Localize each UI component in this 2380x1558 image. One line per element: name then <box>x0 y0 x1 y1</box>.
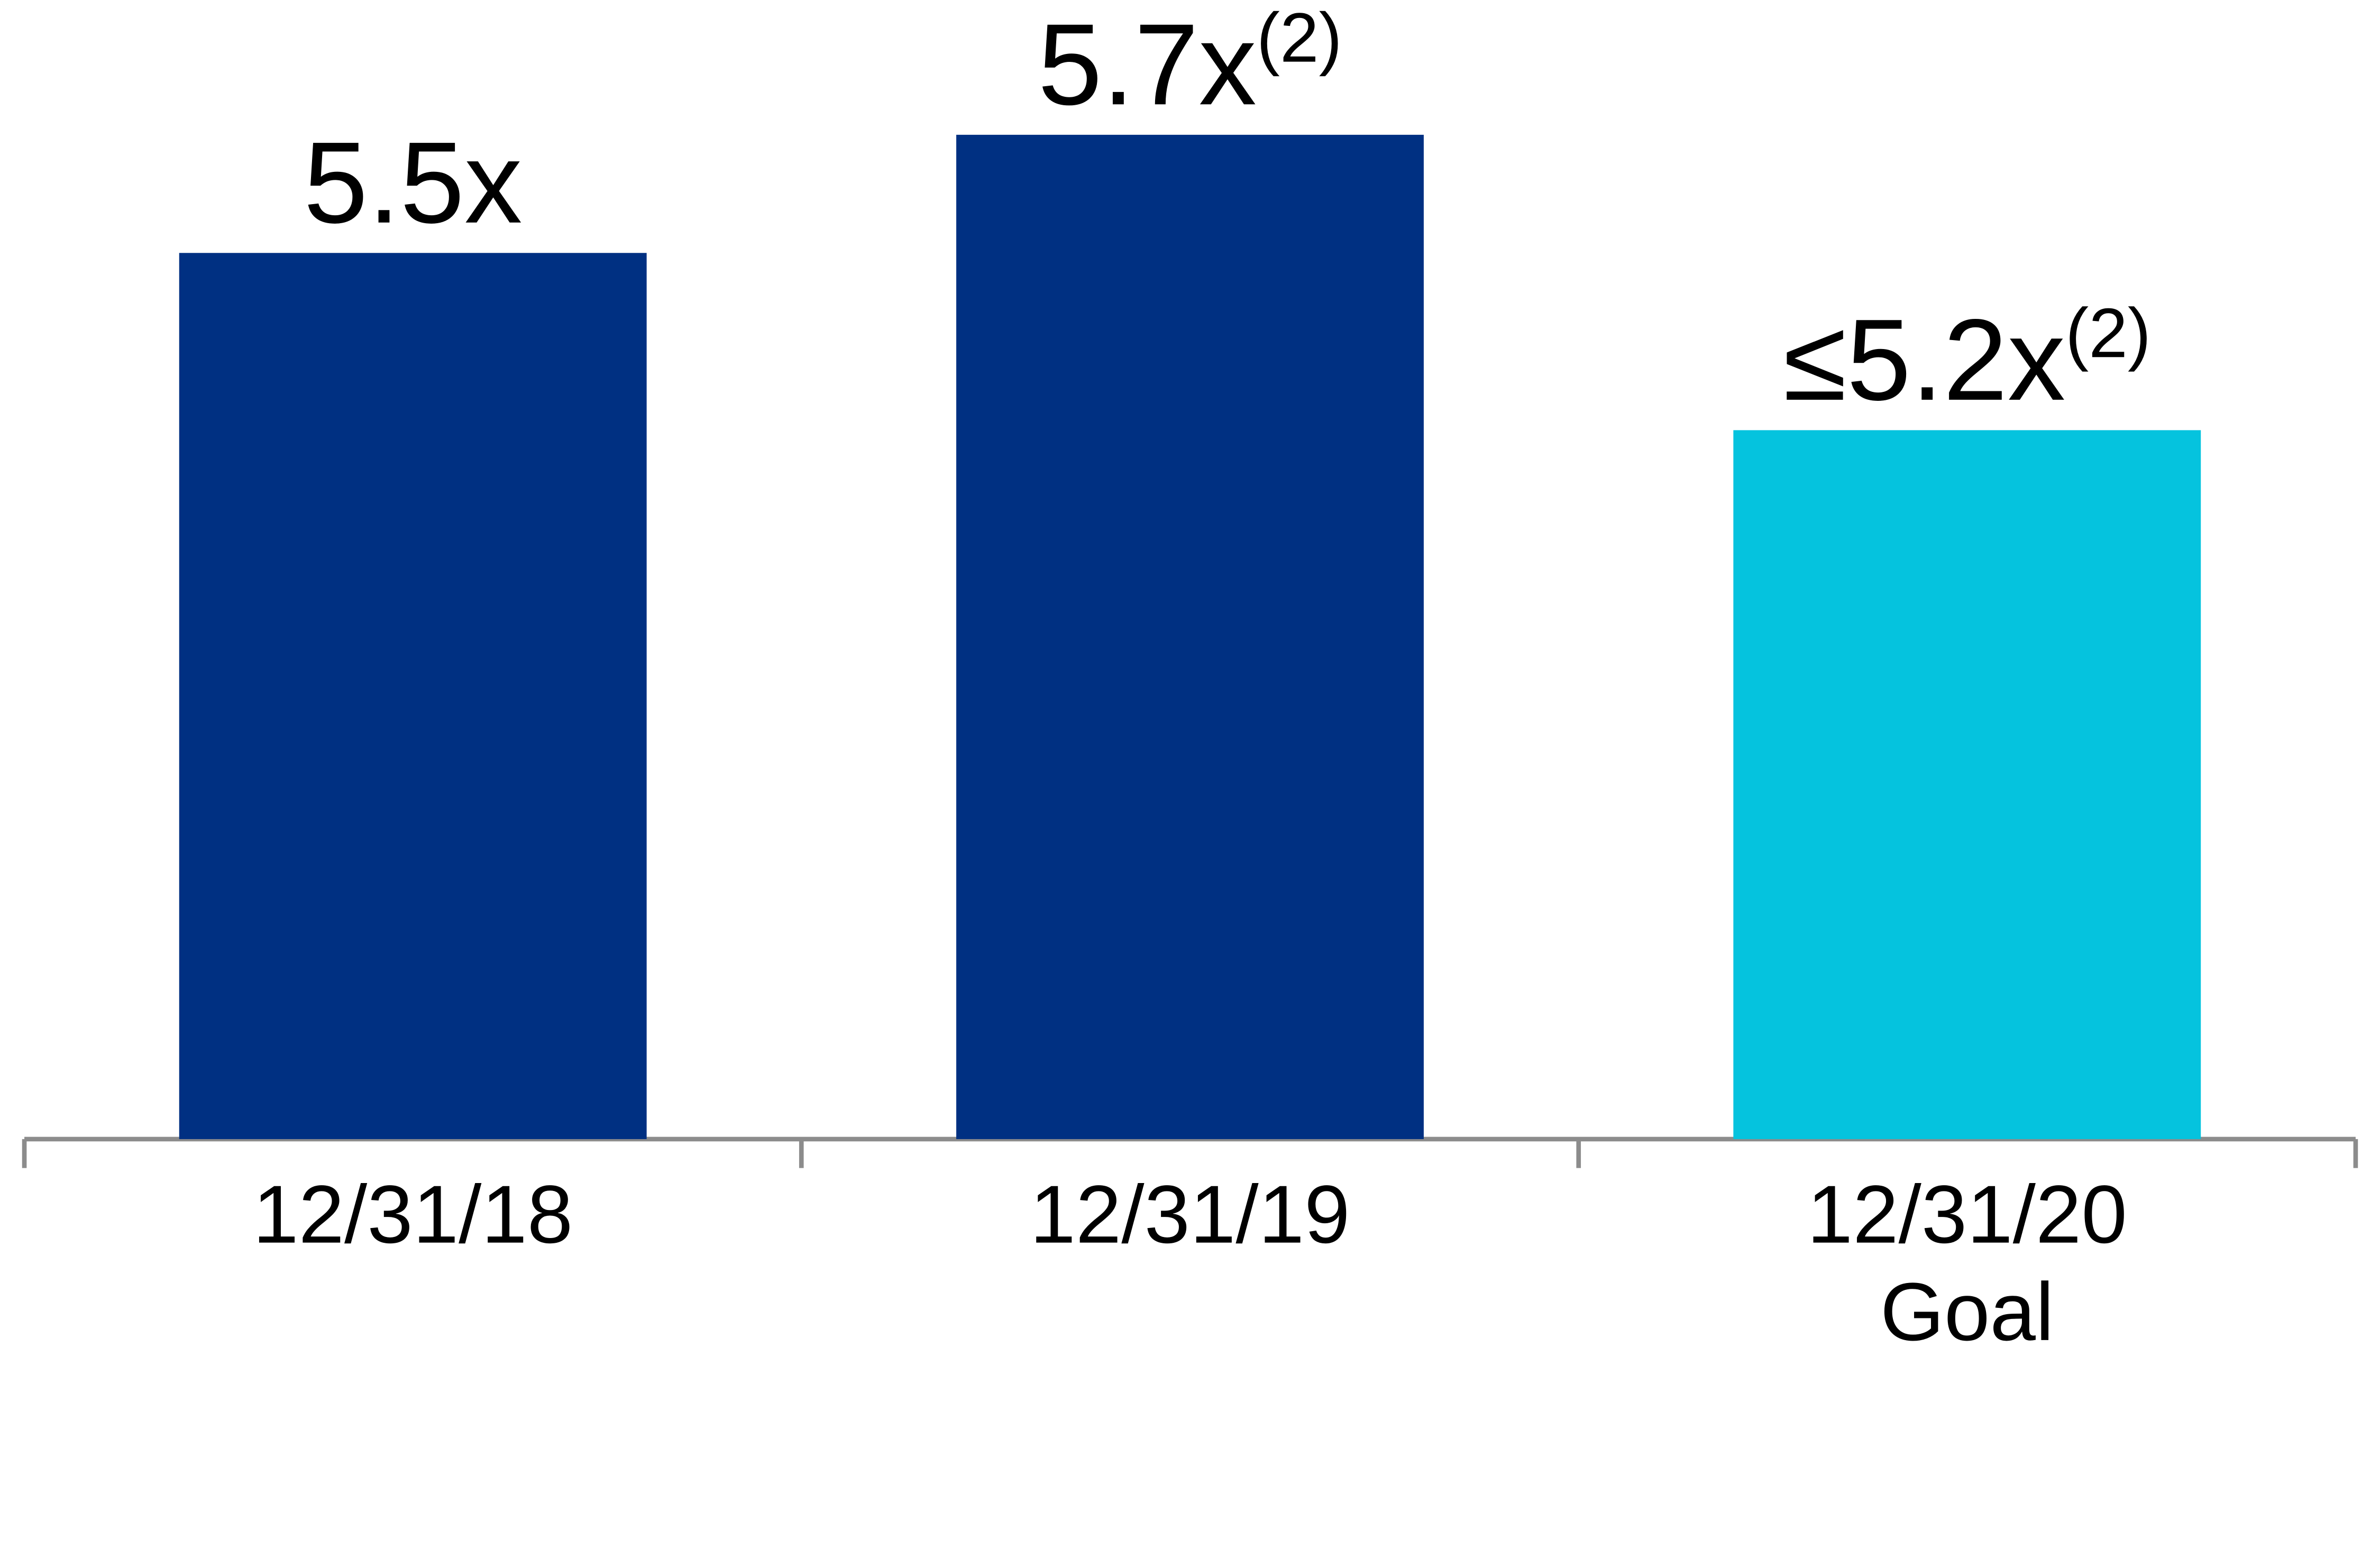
value-label-text: 5.5x <box>304 118 523 248</box>
value-label: ≤5.2x(2) <box>1783 294 2151 425</box>
x-tick-label: 12/31/19 <box>1030 1168 1350 1260</box>
x-tick-sublabel: Goal <box>1880 1266 2054 1358</box>
value-label-text: ≤5.2x <box>1783 296 2066 425</box>
axis <box>22 1137 2358 1168</box>
bar <box>1733 430 2201 1139</box>
bar <box>956 134 1424 1139</box>
x-tick-label: 12/31/20 <box>1807 1168 2127 1260</box>
value-label: 5.7x(2) <box>1038 0 1342 129</box>
x-tick-label: 12/31/18 <box>253 1168 573 1260</box>
bar <box>179 253 647 1139</box>
footnote-marker: (2) <box>2065 294 2151 372</box>
value-label-text: 5.7x <box>1038 0 1257 129</box>
footnote-marker: (2) <box>1257 0 1342 77</box>
value-label: 5.5x <box>304 118 523 248</box>
